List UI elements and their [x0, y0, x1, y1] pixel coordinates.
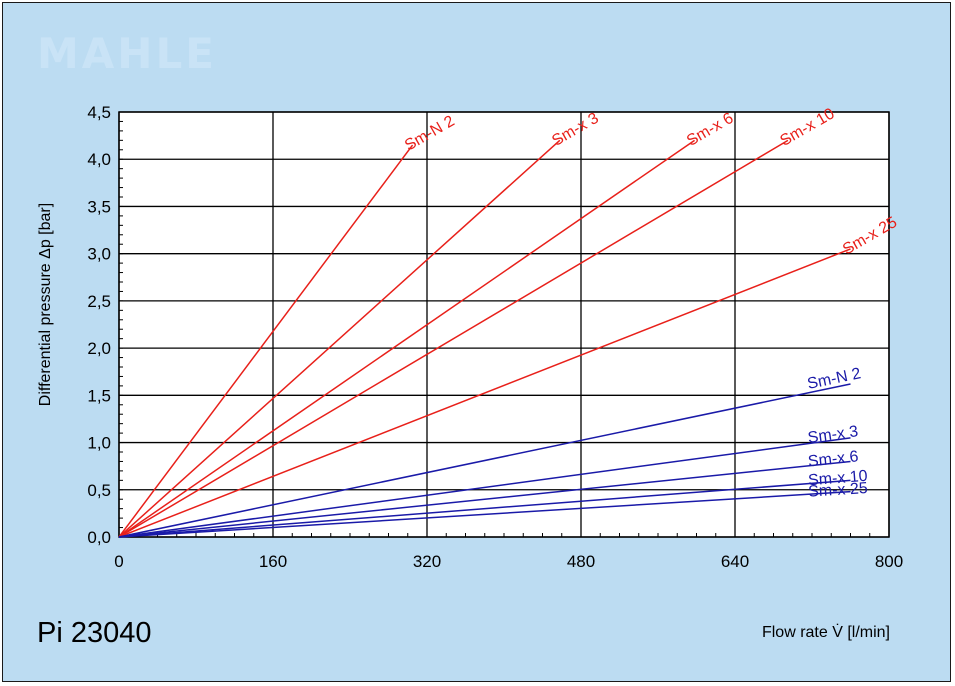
x-tick-label: 800: [875, 552, 903, 571]
series-line-blue-8: [118, 479, 851, 538]
chart: 0,0 0,5 1,0 1,5 2,0 2,5 3,0 3,5 4,0 4,5 0 160 320 480…: [37, 103, 903, 571]
y-tick-label: 1,5: [87, 386, 111, 405]
series-line-blue-9: [118, 490, 851, 538]
y-tick-label: 1,0: [87, 434, 111, 453]
y-tick-label: 2,5: [87, 292, 111, 311]
series-line-red-1: [118, 139, 561, 538]
y-tick-label: 0,0: [87, 528, 111, 547]
x-tick-label: 480: [567, 552, 595, 571]
x-tick-label: 0: [114, 552, 123, 571]
series-line-red-0: [118, 144, 414, 538]
series-line-red-2: [118, 139, 696, 538]
series-label-blue-9: Sm-x 25: [808, 480, 869, 501]
series-line-blue-6: [118, 437, 851, 538]
series-line-blue-7: [118, 460, 851, 538]
x-tick-label: 640: [721, 552, 749, 571]
series-label-blue-7: Sm-x 6: [807, 448, 859, 470]
x-tick-label: 160: [259, 552, 287, 571]
y-tick-label: 3,0: [87, 245, 111, 264]
series-label-blue-6: Sm-x 3: [807, 423, 860, 447]
x-axis-label: Flow rate V̇ [l/min]: [761, 624, 890, 641]
y-tick-label: 4,5: [87, 103, 111, 122]
brand-logo: MAHLE: [37, 29, 217, 78]
y-tick-label: 2,0: [87, 339, 111, 358]
product-id: Pi 23040: [37, 617, 152, 649]
y-tick-label: 4,0: [87, 150, 111, 169]
y-tick-label: 0,5: [87, 481, 111, 500]
series-line-blue-5: [118, 383, 851, 538]
series-line-red-3: [118, 139, 789, 538]
plot-area: [118, 111, 890, 538]
series-line-red-4: [118, 248, 851, 538]
y-tick-label: 3,5: [87, 197, 111, 216]
series-label-blue-8: Sm-x 10: [807, 468, 868, 490]
x-tick-label: 320: [413, 552, 441, 571]
y-axis-label: Differential pressure Δp [bar]: [37, 203, 54, 406]
